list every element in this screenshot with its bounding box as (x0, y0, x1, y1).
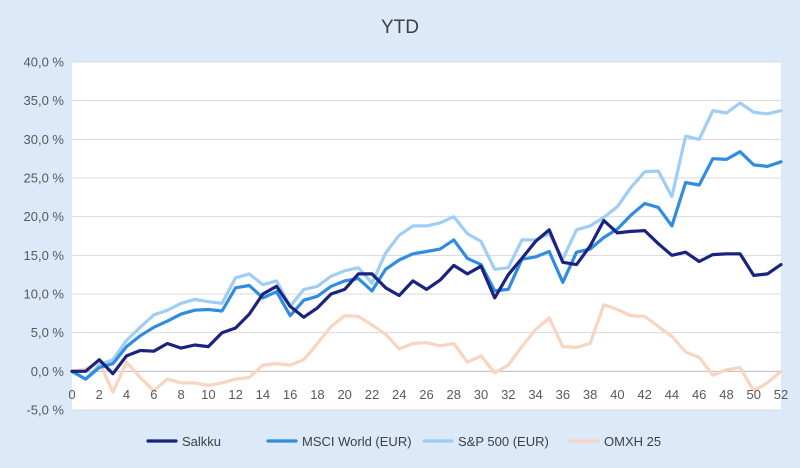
x-tick-label: 0 (68, 387, 75, 402)
x-tick-label: 10 (201, 387, 215, 402)
y-tick-label: -5,0 % (26, 403, 64, 418)
x-tick-label: 28 (447, 387, 461, 402)
y-tick-label: 35,0 % (24, 93, 65, 108)
y-tick-label: 5,0 % (31, 325, 65, 340)
legend: Salkku MSCI World (EUR) S&P 500 (EUR) OMXH … (146, 434, 661, 449)
x-tick-label: 44 (665, 387, 679, 402)
x-tick-label: 20 (337, 387, 351, 402)
y-tick-label: 0,0 % (31, 364, 65, 379)
x-tick-label: 36 (556, 387, 570, 402)
x-tick-label: 34 (528, 387, 542, 402)
x-tick-label: 38 (583, 387, 597, 402)
gridlines (72, 61, 781, 411)
y-tick-label: 20,0 % (24, 209, 65, 224)
series-lines (70, 101, 783, 394)
series-line-3 (70, 303, 783, 394)
chart-title: YTD (381, 17, 419, 38)
series-line-1 (70, 150, 783, 381)
x-axis-tick-labels: 0 2 4 6 8 10 12 14 16 18 20 22 24 26 28 30 32 34 36 38 40 42 4… (68, 387, 788, 402)
y-tick-label: 15,0 % (24, 248, 65, 263)
x-tick-label: 46 (692, 387, 706, 402)
legend-label: MSCI World (EUR) (302, 434, 412, 449)
legend-label: S&P 500 (EUR) (458, 434, 549, 449)
series-line-2 (70, 101, 783, 381)
x-tick-label: 18 (310, 387, 324, 402)
legend-label: OMXH 25 (604, 434, 661, 449)
y-tick-label: 25,0 % (24, 171, 65, 186)
x-tick-label: 30 (474, 387, 488, 402)
x-tick-label: 42 (637, 387, 651, 402)
x-tick-label: 52 (774, 387, 788, 402)
x-tick-label: 22 (365, 387, 379, 402)
x-tick-label: 26 (419, 387, 433, 402)
x-tick-label: 24 (392, 387, 406, 402)
x-tick-label: 14 (256, 387, 270, 402)
x-tick-label: 2 (96, 387, 103, 402)
x-tick-label: 32 (501, 387, 515, 402)
x-tick-label: 12 (228, 387, 242, 402)
y-tick-label: 10,0 % (24, 287, 65, 302)
y-tick-label: 40,0 % (24, 55, 65, 70)
y-tick-label: 30,0 % (24, 132, 65, 147)
series-line-0 (70, 218, 783, 376)
x-tick-label: 50 (746, 387, 760, 402)
plot-area (72, 62, 781, 410)
y-axis-tick-labels: -5,0 % 0,0 % 5,0 % 10,0 % 15,0 % 20,0 % 25,0 %… (24, 55, 65, 418)
x-tick-label: 40 (610, 387, 624, 402)
x-tick-label: 6 (150, 387, 157, 402)
x-tick-label: 4 (123, 387, 130, 402)
legend-label: Salkku (182, 434, 221, 449)
x-tick-label: 8 (177, 387, 184, 402)
x-tick-label: 48 (719, 387, 733, 402)
x-tick-label: 16 (283, 387, 297, 402)
